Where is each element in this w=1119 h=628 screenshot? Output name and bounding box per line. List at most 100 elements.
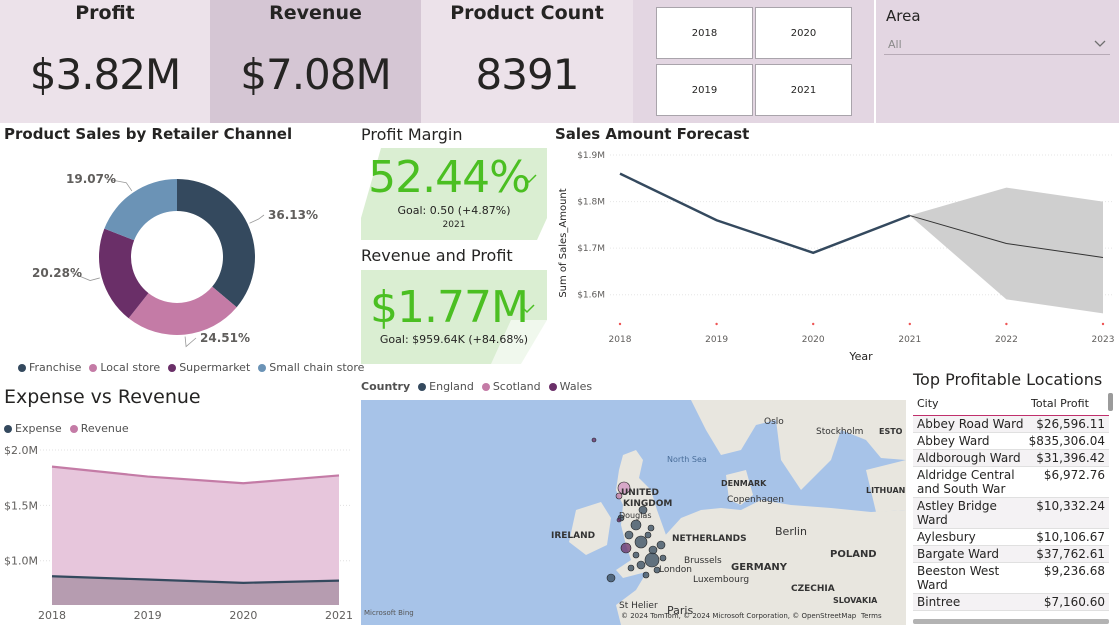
map-label: ESTO [879, 427, 903, 436]
donut-slice-local-store[interactable] [128, 286, 237, 335]
donut-data-label: 20.28% [32, 266, 82, 280]
year-button-2018[interactable]: 2018 [656, 7, 753, 59]
total-profit-cell: $6,972.76 [1043, 468, 1105, 482]
column-header-city[interactable]: City [917, 396, 939, 410]
profit-margin-value: 52.44% [368, 152, 531, 203]
profit-margin-card: 52.44% Goal: 0.50 (+4.87%) 2021 [361, 148, 547, 240]
map-bubble [624, 530, 634, 540]
total-profit-cell: $37,762.61 [1036, 547, 1105, 561]
table-row[interactable]: Beeston West Ward $9,236.68 [913, 563, 1109, 594]
revenue-profit-title: Revenue and Profit [361, 246, 513, 265]
map-bubble [606, 573, 616, 583]
donut-slice-small-chain-store[interactable] [104, 179, 177, 241]
table-horizontal-scrollbar[interactable] [913, 619, 1109, 624]
forecast-ytick: $1.6M [577, 291, 605, 301]
map-label: Oslo [764, 417, 784, 427]
map-bubble [659, 554, 667, 562]
map-label: CZECHIA [791, 584, 835, 594]
map-bubble [632, 551, 640, 559]
forecast-actual-line [619, 172, 911, 255]
forecast-xlabel: Year [848, 350, 873, 363]
map-label: Berlin [775, 525, 807, 538]
city-cell: Bintree [917, 595, 961, 609]
map-bubble [644, 552, 660, 568]
map-bubble [636, 560, 646, 570]
map-bubble [653, 566, 661, 574]
map-bubble [617, 481, 631, 495]
total-profit-cell: $10,106.67 [1036, 530, 1105, 544]
map-bubble [644, 531, 652, 539]
column-header-total-profit[interactable]: Total Profit [1031, 396, 1089, 410]
forecast-xtick: 2019 [705, 335, 728, 345]
bing-logo: Microsoft Bing [364, 609, 414, 617]
year-button-2021[interactable]: 2021 [755, 64, 852, 116]
year-button-2019[interactable]: 2019 [656, 64, 753, 116]
map-bubble [656, 540, 666, 550]
area-label: Area [886, 7, 921, 25]
forecast-ylabel: Sum of Sales_Amount [558, 188, 569, 297]
map-label: Paris [667, 604, 693, 617]
table-row[interactable]: Bintree $7,160.60 [913, 594, 1109, 611]
map-legend: Country England Scotland Wales [361, 380, 592, 393]
city-cell: Beeston West Ward [917, 564, 1000, 592]
map-label: SLOVAKIA [833, 596, 878, 605]
map-bubble [615, 492, 623, 500]
legend-item: Expense [4, 422, 62, 435]
table-row[interactable]: Abbey Road Ward $26,596.11 [913, 416, 1109, 433]
total-profit-cell: $9,236.68 [1043, 564, 1105, 578]
forecast-xtick: 2022 [995, 335, 1018, 345]
profit-value: $3.82M [29, 50, 181, 99]
legend-wales: Wales [548, 380, 592, 393]
country-bubble-map[interactable]: Oslo Stockholm ESTO North Sea DENMARK LITHUAN… [361, 400, 906, 625]
donut-slice-supermarket[interactable] [98, 228, 149, 319]
revenue-profit-goal: Goal: $959.64K (+84.68%) [379, 333, 529, 346]
area-slicer: Area All [876, 0, 1119, 123]
retailer-legend: Franchise Local store Supermarket Small cha… [18, 361, 364, 374]
profit-margin-title: Profit Margin [361, 125, 463, 144]
map-label: UNITED [621, 488, 659, 498]
table-row[interactable]: Abbey Ward $835,306.04 [913, 433, 1109, 450]
table-row[interactable]: Aylesbury $10,106.67 [913, 529, 1109, 546]
table-row[interactable]: Astley Bridge Ward $10,332.24 [913, 498, 1109, 529]
table-row[interactable]: Aldridge Central and South War $6,972.76 [913, 467, 1109, 498]
legend-item: Revenue [69, 422, 129, 435]
forecast-ytick: $1.8M [577, 198, 605, 208]
product-count-value: 8391 [475, 50, 580, 99]
map-bubble [642, 571, 650, 579]
donut-slice-franchise[interactable] [177, 179, 255, 308]
revenue-value: $7.08M [240, 50, 391, 99]
expense-ytick: $2.0M [4, 444, 38, 457]
city-cell: Abbey Ward [917, 434, 990, 448]
table-row[interactable]: Bargate Ward $37,762.61 [913, 546, 1109, 563]
map-bubble [616, 517, 622, 523]
profit-label: Profit [75, 2, 135, 24]
forecast-ytick: $1.9M [577, 151, 605, 161]
expense-area [52, 576, 339, 605]
map-label: IRELAND [551, 531, 595, 541]
forecast-line-chart: $1.6M $1.7M $1.8M $1.9M 2018 2019 2020 2021 2022… [558, 151, 1115, 363]
donut-data-label: 36.13% [268, 208, 318, 222]
table-vertical-scrollbar[interactable] [1108, 393, 1113, 411]
revenue-profit-value: $1.77M [370, 282, 529, 333]
revenue-area [52, 466, 339, 605]
expense-revenue-legend: Expense Revenue [4, 422, 129, 435]
year-button-2020[interactable]: 2020 [755, 7, 852, 59]
forecast-xtick: 2023 [1092, 335, 1115, 345]
map-label: Douglas [619, 511, 652, 520]
city-cell: Aldborough Ward [917, 451, 1021, 465]
map-label: Brussels [684, 556, 722, 566]
map-bubble [638, 505, 648, 515]
map-label: LITHUANIA [866, 486, 906, 495]
area-dropdown[interactable]: All [884, 35, 1110, 55]
map-terms-link: Terms [860, 612, 882, 620]
map-label: Stockholm [816, 427, 863, 437]
expense-line [51, 575, 340, 584]
map-label: London [659, 565, 692, 575]
map-bubble [634, 535, 648, 549]
table-row[interactable]: Aldborough Ward $31,396.42 [913, 450, 1109, 467]
total-profit-cell: $7,160.60 [1043, 595, 1105, 609]
profit-margin-year: 2021 [442, 220, 466, 230]
revenue-line [51, 465, 340, 485]
city-cell: Bargate Ward [917, 547, 999, 561]
map-label: POLAND [830, 549, 877, 560]
